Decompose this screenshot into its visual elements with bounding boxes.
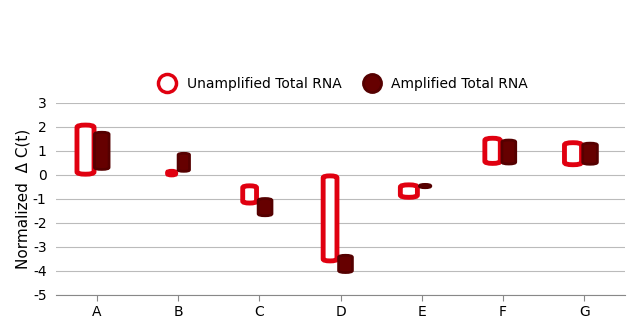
Y-axis label: Normalized  Δ C(t): Normalized Δ C(t) — [15, 129, 30, 269]
FancyBboxPatch shape — [168, 171, 176, 175]
FancyBboxPatch shape — [258, 198, 272, 216]
FancyBboxPatch shape — [178, 153, 189, 171]
FancyBboxPatch shape — [502, 140, 516, 164]
FancyBboxPatch shape — [401, 185, 417, 197]
FancyBboxPatch shape — [77, 125, 94, 174]
FancyBboxPatch shape — [485, 138, 500, 163]
Legend: Unamplified Total RNA, Amplified Total RNA: Unamplified Total RNA, Amplified Total R… — [148, 71, 534, 97]
FancyBboxPatch shape — [564, 143, 582, 165]
FancyBboxPatch shape — [339, 255, 353, 273]
FancyBboxPatch shape — [583, 143, 597, 164]
FancyBboxPatch shape — [323, 176, 337, 261]
FancyBboxPatch shape — [243, 186, 257, 203]
FancyBboxPatch shape — [95, 132, 109, 169]
FancyBboxPatch shape — [419, 184, 431, 188]
